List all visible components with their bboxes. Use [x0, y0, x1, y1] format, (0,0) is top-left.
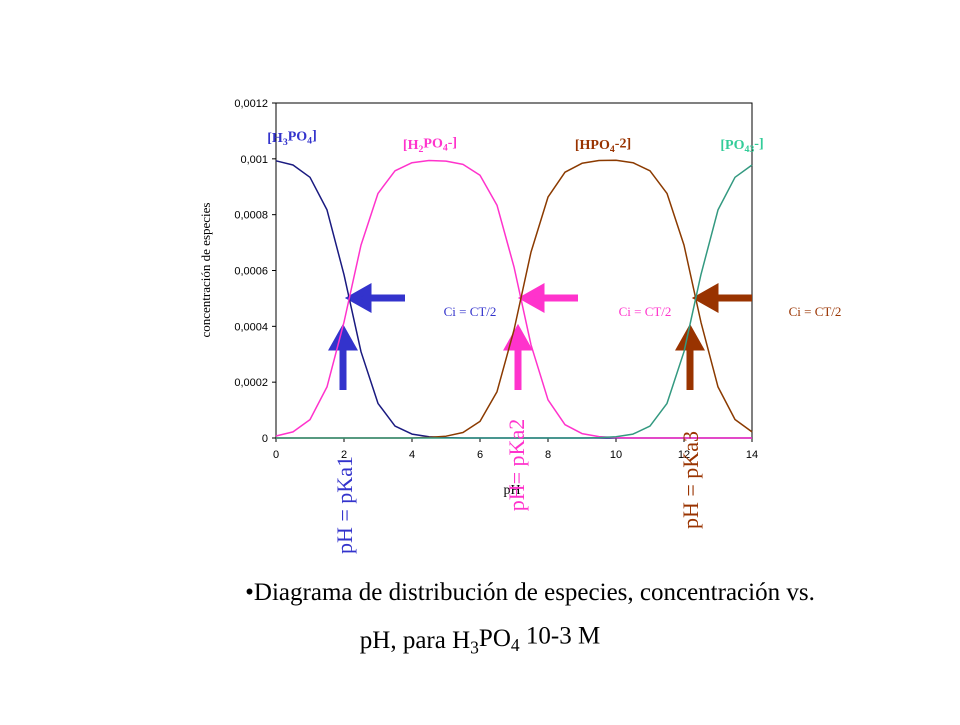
- x-tick-label: 0: [273, 449, 279, 461]
- plot-frame: [275, 102, 753, 439]
- arrows: [328, 283, 752, 390]
- annotation: pH= pKa2: [504, 419, 529, 511]
- series-label: [HPO4​-2]: [575, 137, 631, 155]
- series-line: [275, 159, 752, 439]
- caption: •Diagrama de distribución de especies, c…: [245, 579, 815, 606]
- x-tick-label: 6: [477, 449, 483, 461]
- y-tick-label: 0,001: [240, 154, 268, 166]
- annotation: Ci = CT/2: [619, 304, 672, 319]
- annotation: Ci = CT/2: [444, 304, 497, 319]
- y-tick-label: 0,0006: [234, 266, 268, 278]
- y-axis-label: concentración de especies: [198, 203, 213, 338]
- y-tick-label: 0,0004: [234, 321, 268, 333]
- y-tick-label: 0: [262, 433, 268, 445]
- y-tick-label: 0,0002: [234, 377, 268, 389]
- caption: pH, para H3​PO4​ 10-3 M: [360, 623, 600, 658]
- y-tick-label: 0,0012: [234, 98, 268, 110]
- arrow: [675, 323, 705, 390]
- y-tick-label: 0,0008: [234, 210, 268, 222]
- x-tick-label: 12: [678, 449, 690, 461]
- x-tick-label: 4: [409, 449, 415, 461]
- arrow: [503, 323, 533, 390]
- x-tick-label: 10: [610, 449, 622, 461]
- x-tick-label: 2: [341, 449, 347, 461]
- series-label: [PO43​-]: [720, 137, 763, 155]
- x-tick-label: 14: [746, 449, 758, 461]
- x-tick-label: 8: [545, 449, 551, 461]
- series-line: [276, 164, 753, 439]
- annotation: pH = pKa3: [678, 431, 703, 529]
- annotation: Ci = CT/2: [789, 304, 842, 319]
- arrow: [691, 283, 752, 313]
- arrow: [328, 323, 358, 390]
- arrow: [344, 283, 405, 313]
- series-label: [H2​PO4​-]: [403, 135, 457, 154]
- annotation: pH = pKa1: [332, 456, 357, 554]
- x-axis-label: pH: [503, 483, 520, 498]
- series-label: [H3​PO4​]: [267, 128, 317, 147]
- arrow: [517, 283, 578, 313]
